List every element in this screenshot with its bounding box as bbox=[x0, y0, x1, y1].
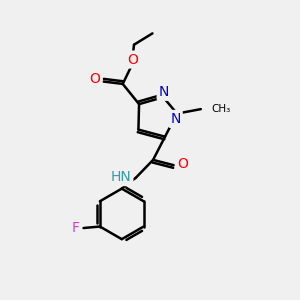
Text: O: O bbox=[177, 157, 188, 171]
Text: CH₃: CH₃ bbox=[211, 104, 230, 114]
Text: HN: HN bbox=[111, 170, 131, 184]
Text: O: O bbox=[90, 72, 101, 86]
Text: N: N bbox=[170, 112, 181, 126]
Text: O: O bbox=[128, 52, 139, 67]
Text: F: F bbox=[71, 221, 79, 235]
Text: N: N bbox=[159, 85, 169, 99]
